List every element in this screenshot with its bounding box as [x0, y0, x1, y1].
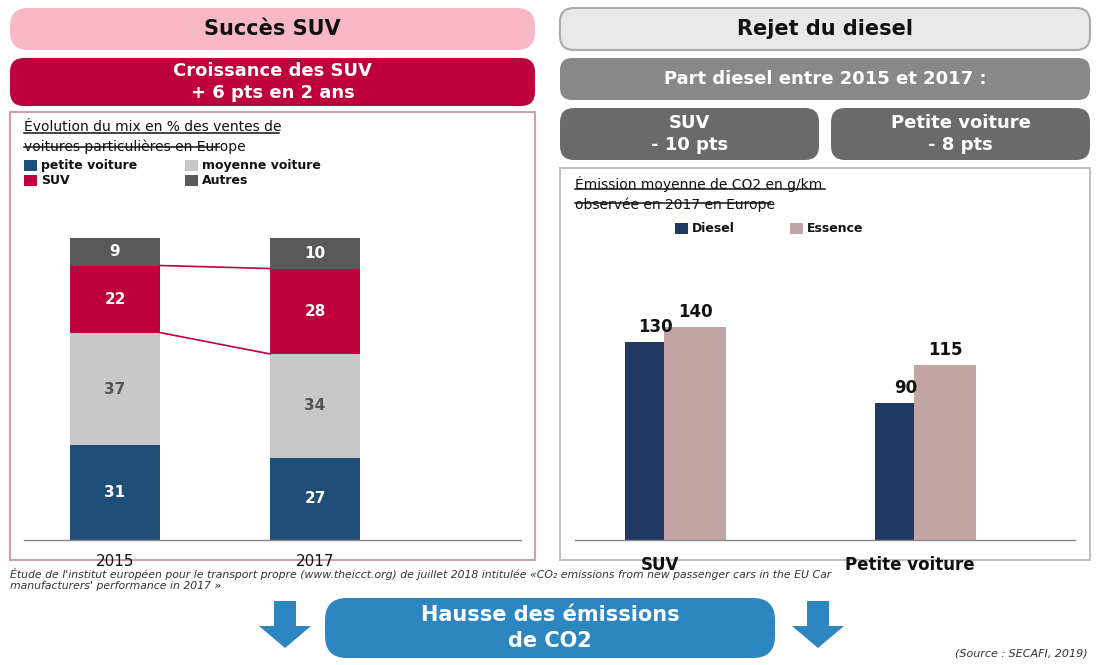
Text: 130: 130 [639, 319, 673, 336]
Text: Autres: Autres [202, 174, 249, 187]
Text: SUV: SUV [41, 174, 69, 187]
Text: 34: 34 [305, 398, 326, 414]
FancyBboxPatch shape [270, 354, 360, 458]
Text: 27: 27 [305, 491, 326, 506]
Text: 10: 10 [305, 246, 326, 261]
Text: 28: 28 [305, 304, 326, 319]
Text: 90: 90 [894, 379, 917, 397]
FancyBboxPatch shape [185, 160, 198, 171]
FancyBboxPatch shape [70, 446, 160, 540]
FancyBboxPatch shape [324, 598, 776, 658]
Text: manufacturers' performance in 2017 »: manufacturers' performance in 2017 » [10, 581, 221, 591]
FancyBboxPatch shape [560, 8, 1090, 50]
FancyBboxPatch shape [790, 223, 803, 234]
Text: SUV
- 10 pts: SUV - 10 pts [651, 114, 728, 154]
Text: Étude de l'institut européen pour le transport propre (www.theicct.org) de juill: Étude de l'institut européen pour le tra… [10, 568, 832, 580]
FancyBboxPatch shape [560, 58, 1090, 100]
FancyBboxPatch shape [70, 265, 160, 332]
FancyBboxPatch shape [70, 332, 160, 446]
Text: 22: 22 [104, 291, 125, 307]
FancyBboxPatch shape [625, 342, 688, 540]
Polygon shape [258, 601, 311, 648]
FancyBboxPatch shape [270, 238, 360, 269]
FancyBboxPatch shape [10, 58, 535, 106]
Text: Rejet du diesel: Rejet du diesel [737, 19, 913, 39]
Text: SUV: SUV [641, 556, 679, 574]
Polygon shape [792, 601, 844, 648]
FancyBboxPatch shape [675, 223, 688, 234]
Text: Émission moyenne de CO2 en g/km
observée en 2017 en Europe: Émission moyenne de CO2 en g/km observée… [575, 176, 823, 211]
Text: (Source : SECAFI, 2019): (Source : SECAFI, 2019) [956, 648, 1088, 658]
FancyBboxPatch shape [270, 458, 360, 540]
Text: 31: 31 [104, 485, 125, 500]
Text: Évolution du mix en % des ventes de
voitures particulières en Europe: Évolution du mix en % des ventes de voit… [24, 120, 282, 154]
FancyBboxPatch shape [70, 238, 160, 265]
FancyBboxPatch shape [24, 160, 37, 171]
Text: 2015: 2015 [96, 554, 134, 569]
FancyBboxPatch shape [560, 168, 1090, 560]
FancyBboxPatch shape [830, 108, 1090, 160]
Text: petite voiture: petite voiture [41, 159, 138, 172]
Text: moyenne voiture: moyenne voiture [202, 159, 321, 172]
Text: Part diesel entre 2015 et 2017 :: Part diesel entre 2015 et 2017 : [663, 70, 987, 88]
FancyBboxPatch shape [664, 327, 726, 540]
FancyBboxPatch shape [270, 269, 360, 354]
Text: Essence: Essence [807, 222, 864, 235]
Text: 2017: 2017 [296, 554, 334, 569]
FancyBboxPatch shape [560, 108, 820, 160]
Text: Croissance des SUV
+ 6 pts en 2 ans: Croissance des SUV + 6 pts en 2 ans [173, 62, 372, 102]
FancyBboxPatch shape [914, 365, 976, 540]
FancyBboxPatch shape [10, 8, 535, 50]
Text: Petite voiture: Petite voiture [845, 556, 975, 574]
Text: 37: 37 [104, 382, 125, 396]
Text: Diesel: Diesel [692, 222, 735, 235]
FancyBboxPatch shape [185, 175, 198, 186]
Text: Succès SUV: Succès SUV [205, 19, 341, 39]
FancyBboxPatch shape [24, 175, 37, 186]
Text: 115: 115 [927, 341, 962, 359]
Text: 140: 140 [678, 303, 713, 321]
FancyBboxPatch shape [874, 403, 937, 540]
Text: Hausse des émissions
de CO2: Hausse des émissions de CO2 [420, 605, 680, 651]
Text: Petite voiture
- 8 pts: Petite voiture - 8 pts [891, 114, 1031, 154]
Text: 9: 9 [110, 244, 120, 259]
FancyBboxPatch shape [10, 112, 535, 560]
